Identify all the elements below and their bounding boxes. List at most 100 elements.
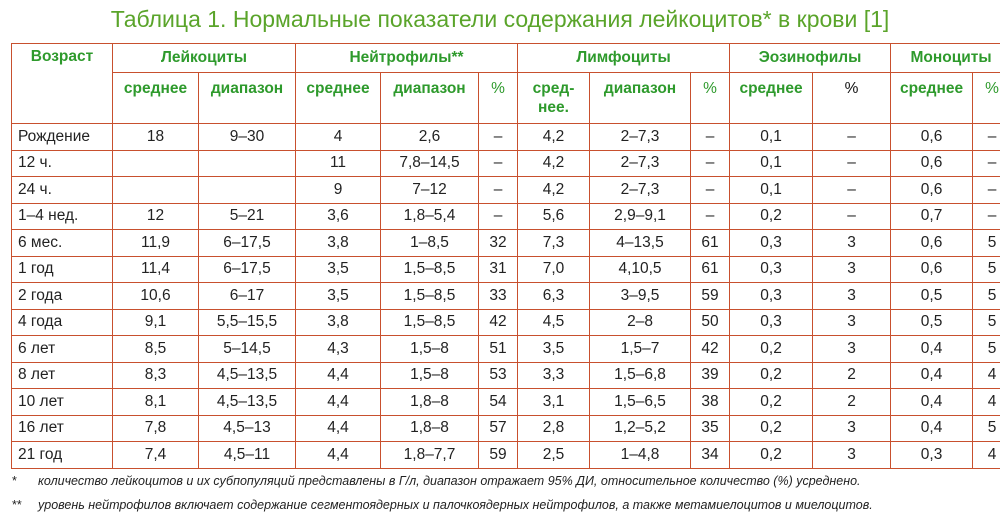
value-cell: 1,8–7,7 [380, 441, 479, 469]
value-cell: 0,2 [729, 361, 814, 389]
value-cell: 10,6 [112, 282, 199, 310]
value-cell: 1,5–6,5 [589, 388, 692, 416]
value-cell: – [477, 149, 519, 177]
age-cell: 21 год [11, 441, 113, 469]
value-cell: 11,4 [112, 255, 199, 283]
value-cell: 0,6 [890, 229, 974, 257]
table-row: Рождение 18 9–30 4 2,6–4,2 2–7,3–0,1–0,6– [11, 123, 1000, 151]
value-cell: – [477, 202, 519, 230]
value-cell: – [812, 149, 892, 177]
value-cell: 7,4 [112, 441, 199, 469]
header-eosinophils: Эозинофилы [729, 43, 892, 73]
subheader-cell: диапазон [589, 72, 692, 124]
value-cell [198, 176, 296, 204]
value-cell: 3,8 [295, 308, 381, 336]
value-cell: 3,3 [517, 361, 591, 389]
value-cell: 5 [972, 335, 1000, 363]
leukocyte-table: Возраст Лейкоциты Нейтрофилы** Лимфоциты… [11, 43, 1000, 469]
table-row: 1–4 нед. 12 5–21 3,6 1,8–5,4–5,6 2,9–9,1–0,2–… [11, 202, 1000, 230]
value-cell: 12 [112, 202, 199, 230]
value-cell: 0,2 [729, 202, 814, 230]
footnote-text: уровень нейтрофилов включает содержание … [38, 498, 873, 512]
value-cell: 0,2 [729, 414, 814, 442]
value-cell: 2–7,3 [589, 123, 692, 151]
value-cell: 38 [690, 388, 731, 416]
value-cell [112, 176, 199, 204]
value-cell: – [812, 202, 892, 230]
value-cell: 7,8 [112, 414, 199, 442]
value-cell: 51 [477, 335, 519, 363]
value-cell: 1,2–5,2 [589, 414, 692, 442]
value-cell: 61 [690, 255, 731, 283]
value-cell: – [477, 123, 519, 151]
value-cell: – [690, 202, 731, 230]
value-cell: 4 [295, 123, 381, 151]
value-cell: 0,4 [890, 414, 974, 442]
subheader-cell: среднее [295, 72, 381, 124]
value-cell: 2,9–9,1 [589, 202, 692, 230]
value-cell: 2 [812, 361, 892, 389]
value-cell: 18 [112, 123, 199, 151]
value-cell: 5,5–15,5 [198, 308, 296, 336]
header-row-sub: среднее диапазон среднее диапазон % сред… [12, 72, 1000, 124]
value-cell: – [972, 149, 1000, 177]
table-row: 12 ч. 11 7,8–14,5–4,2 2–7,3–0,1–0,6– [11, 149, 1000, 177]
value-cell: 3 [812, 335, 892, 363]
value-cell: 5,6 [517, 202, 591, 230]
age-cell: 24 ч. [11, 176, 113, 204]
value-cell: 4,10,5 [589, 255, 692, 283]
value-cell: 6–17,5 [198, 229, 296, 257]
value-cell: – [690, 123, 731, 151]
value-cell [112, 149, 199, 177]
table-row: 1 год 11,4 6–17,5 3,5 1,5–8,5 31 7,0 4,10,5 61 0,… [11, 255, 1000, 283]
value-cell: 11 [295, 149, 381, 177]
value-cell: 4,4 [295, 441, 381, 469]
value-cell: 54 [477, 388, 519, 416]
value-cell: 2,8 [517, 414, 591, 442]
value-cell: 2,5 [517, 441, 591, 469]
age-cell: Рождение [11, 123, 113, 151]
value-cell: 2 [812, 388, 892, 416]
value-cell: 7,8–14,5 [380, 149, 479, 177]
footnote-1: * количество лейкоцитов и их субпопуляций… [12, 474, 861, 488]
value-cell: 3,1 [517, 388, 591, 416]
value-cell: 4,5–13 [198, 414, 296, 442]
subheader-cell: диапазон [198, 72, 296, 124]
value-cell: 0,3 [890, 441, 974, 469]
value-cell: 33 [477, 282, 519, 310]
value-cell: – [812, 123, 892, 151]
value-cell: 4,5–13,5 [198, 361, 296, 389]
value-cell: 4,3 [295, 335, 381, 363]
value-cell: 0,6 [890, 255, 974, 283]
value-cell: 3,8 [295, 229, 381, 257]
subheader-cell: среднее [890, 72, 974, 124]
value-cell: 6,3 [517, 282, 591, 310]
value-cell: 0,3 [729, 308, 814, 336]
table-row: 16 лет 7,8 4,5–13 4,4 1,8–8 57 2,8 1,2–5,2 35 0,2… [11, 414, 1000, 442]
value-cell: 4,5 [517, 308, 591, 336]
value-cell: 53 [477, 361, 519, 389]
value-cell: 1,5–8,5 [380, 255, 479, 283]
value-cell: 0,3 [729, 282, 814, 310]
footnote-text: количество лейкоцитов и их субпопуляций … [38, 474, 861, 488]
value-cell: 0,6 [890, 149, 974, 177]
value-cell: 8,3 [112, 361, 199, 389]
value-cell: 0,5 [890, 282, 974, 310]
value-cell: 0,2 [729, 441, 814, 469]
value-cell: 1,8–8 [380, 388, 479, 416]
value-cell: 3–9,5 [589, 282, 692, 310]
value-cell: 4,2 [517, 149, 591, 177]
age-cell: 16 лет [11, 414, 113, 442]
value-cell: 8,5 [112, 335, 199, 363]
table-row: 2 года 10,6 6–17 3,5 1,5–8,5 33 6,3 3–9,5 59 0,3 3… [11, 282, 1000, 310]
table-title: Таблица 1. Нормальные показатели содержа… [110, 6, 890, 32]
header-monocytes: Моноциты [890, 43, 1000, 73]
age-cell: 12 ч. [11, 149, 113, 177]
table-row: 21 год 7,4 4,5–11 4,4 1,8–7,7 59 2,5 1–4,8 34 0,2… [11, 441, 1000, 469]
value-cell: 6–17,5 [198, 255, 296, 283]
value-cell: 34 [690, 441, 731, 469]
value-cell: 5 [972, 282, 1000, 310]
value-cell: 4,2 [517, 176, 591, 204]
value-cell: 1,5–8 [380, 335, 479, 363]
value-cell: 0,5 [890, 308, 974, 336]
